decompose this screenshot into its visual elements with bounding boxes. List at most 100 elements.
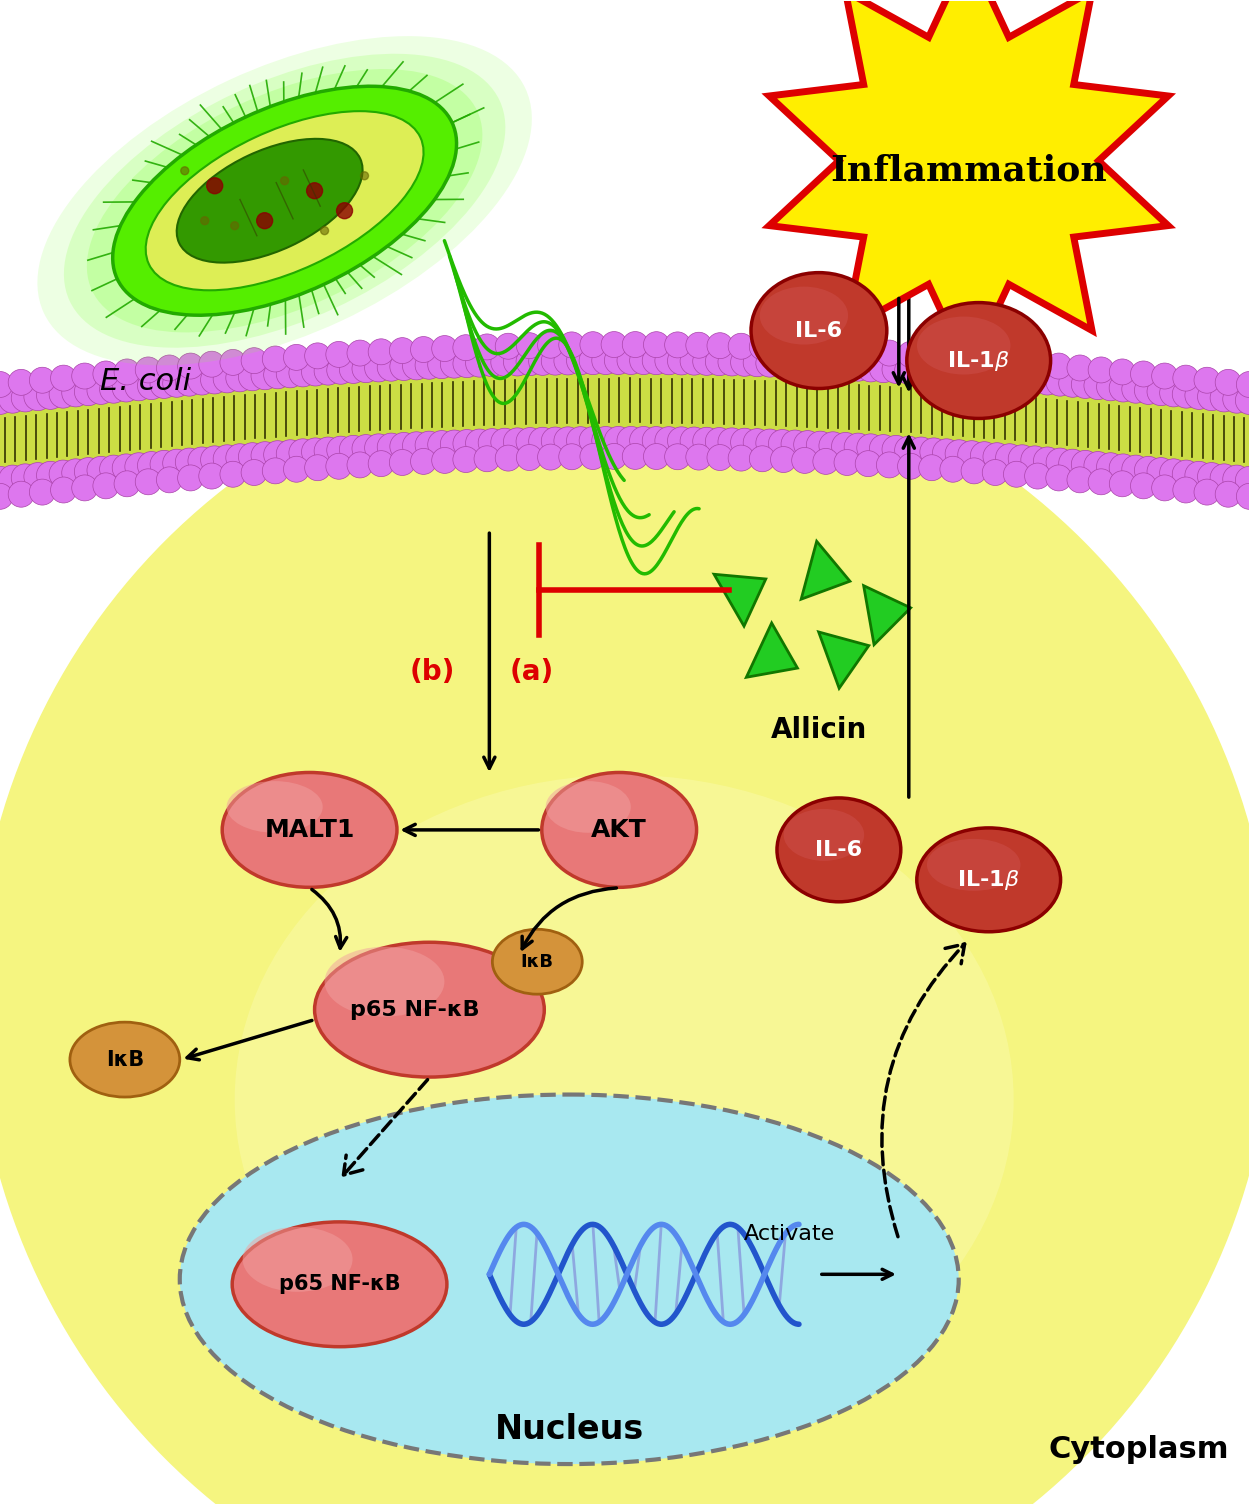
Circle shape <box>592 346 619 375</box>
Circle shape <box>781 430 809 458</box>
Circle shape <box>1173 477 1198 503</box>
Circle shape <box>432 447 458 474</box>
Circle shape <box>958 361 986 388</box>
Circle shape <box>403 352 430 379</box>
Circle shape <box>600 331 627 358</box>
Circle shape <box>1046 465 1072 491</box>
Circle shape <box>1097 373 1125 400</box>
Text: (b): (b) <box>409 658 455 686</box>
Circle shape <box>728 333 754 360</box>
Circle shape <box>793 430 822 459</box>
Circle shape <box>706 348 733 376</box>
Text: Allicin: Allicin <box>771 716 867 743</box>
Circle shape <box>114 471 140 497</box>
Circle shape <box>440 351 468 378</box>
Ellipse shape <box>545 781 631 832</box>
Circle shape <box>378 354 405 381</box>
Ellipse shape <box>314 942 544 1078</box>
Circle shape <box>1046 369 1075 396</box>
Circle shape <box>664 333 691 358</box>
Circle shape <box>1122 455 1150 483</box>
Circle shape <box>718 427 746 456</box>
Ellipse shape <box>324 947 444 1017</box>
Circle shape <box>325 342 352 367</box>
Circle shape <box>681 348 708 375</box>
Circle shape <box>352 355 380 382</box>
Circle shape <box>36 381 65 409</box>
Circle shape <box>1033 367 1061 394</box>
Text: IL-1$\beta$: IL-1$\beta$ <box>947 349 1010 373</box>
Circle shape <box>1236 467 1251 494</box>
Circle shape <box>538 444 563 470</box>
Circle shape <box>314 436 342 465</box>
Circle shape <box>0 467 14 494</box>
Circle shape <box>1193 479 1220 506</box>
Circle shape <box>1025 351 1051 378</box>
Circle shape <box>907 357 936 385</box>
Circle shape <box>686 444 712 470</box>
Circle shape <box>1110 471 1135 497</box>
Circle shape <box>352 435 380 462</box>
Circle shape <box>958 441 986 468</box>
Circle shape <box>1173 366 1198 391</box>
Circle shape <box>100 455 128 483</box>
Circle shape <box>622 444 648 470</box>
Circle shape <box>150 450 178 479</box>
Circle shape <box>220 349 246 375</box>
Circle shape <box>50 477 76 503</box>
FancyArrowPatch shape <box>882 944 965 1237</box>
Circle shape <box>517 427 544 456</box>
Circle shape <box>213 364 241 393</box>
Circle shape <box>301 438 329 467</box>
Circle shape <box>728 445 754 471</box>
Circle shape <box>1236 483 1251 509</box>
Ellipse shape <box>38 36 532 366</box>
Circle shape <box>1058 448 1087 477</box>
Circle shape <box>554 427 582 455</box>
Circle shape <box>0 387 14 414</box>
Circle shape <box>792 336 818 361</box>
Circle shape <box>478 349 507 376</box>
Circle shape <box>360 172 369 179</box>
Circle shape <box>276 439 304 468</box>
Circle shape <box>707 444 733 471</box>
Circle shape <box>1046 354 1072 379</box>
Circle shape <box>1021 445 1048 474</box>
Circle shape <box>1215 482 1241 507</box>
Circle shape <box>415 351 443 379</box>
Ellipse shape <box>777 798 901 901</box>
Circle shape <box>135 357 161 382</box>
Circle shape <box>1071 370 1100 399</box>
Text: IL-1$\beta$: IL-1$\beta$ <box>957 868 1020 892</box>
Circle shape <box>93 473 119 498</box>
Circle shape <box>305 343 330 369</box>
Circle shape <box>877 452 902 479</box>
Circle shape <box>61 379 90 406</box>
Circle shape <box>453 334 479 361</box>
Circle shape <box>1008 364 1036 393</box>
Ellipse shape <box>751 272 887 388</box>
Circle shape <box>138 372 165 400</box>
Circle shape <box>529 348 557 375</box>
Circle shape <box>1008 445 1036 473</box>
Ellipse shape <box>64 54 505 348</box>
Circle shape <box>961 458 987 483</box>
Circle shape <box>241 348 266 373</box>
Circle shape <box>347 340 373 366</box>
Circle shape <box>1135 376 1162 405</box>
Circle shape <box>225 444 254 471</box>
Circle shape <box>0 385 26 414</box>
Circle shape <box>88 456 115 485</box>
Circle shape <box>1025 464 1051 489</box>
Circle shape <box>241 459 266 486</box>
Circle shape <box>71 476 98 501</box>
Polygon shape <box>747 623 797 677</box>
Circle shape <box>1110 375 1137 402</box>
Circle shape <box>378 433 405 461</box>
Circle shape <box>932 358 961 387</box>
Circle shape <box>604 346 632 375</box>
Circle shape <box>220 461 246 488</box>
Circle shape <box>478 429 507 456</box>
Circle shape <box>390 432 418 461</box>
Ellipse shape <box>0 351 1251 1505</box>
